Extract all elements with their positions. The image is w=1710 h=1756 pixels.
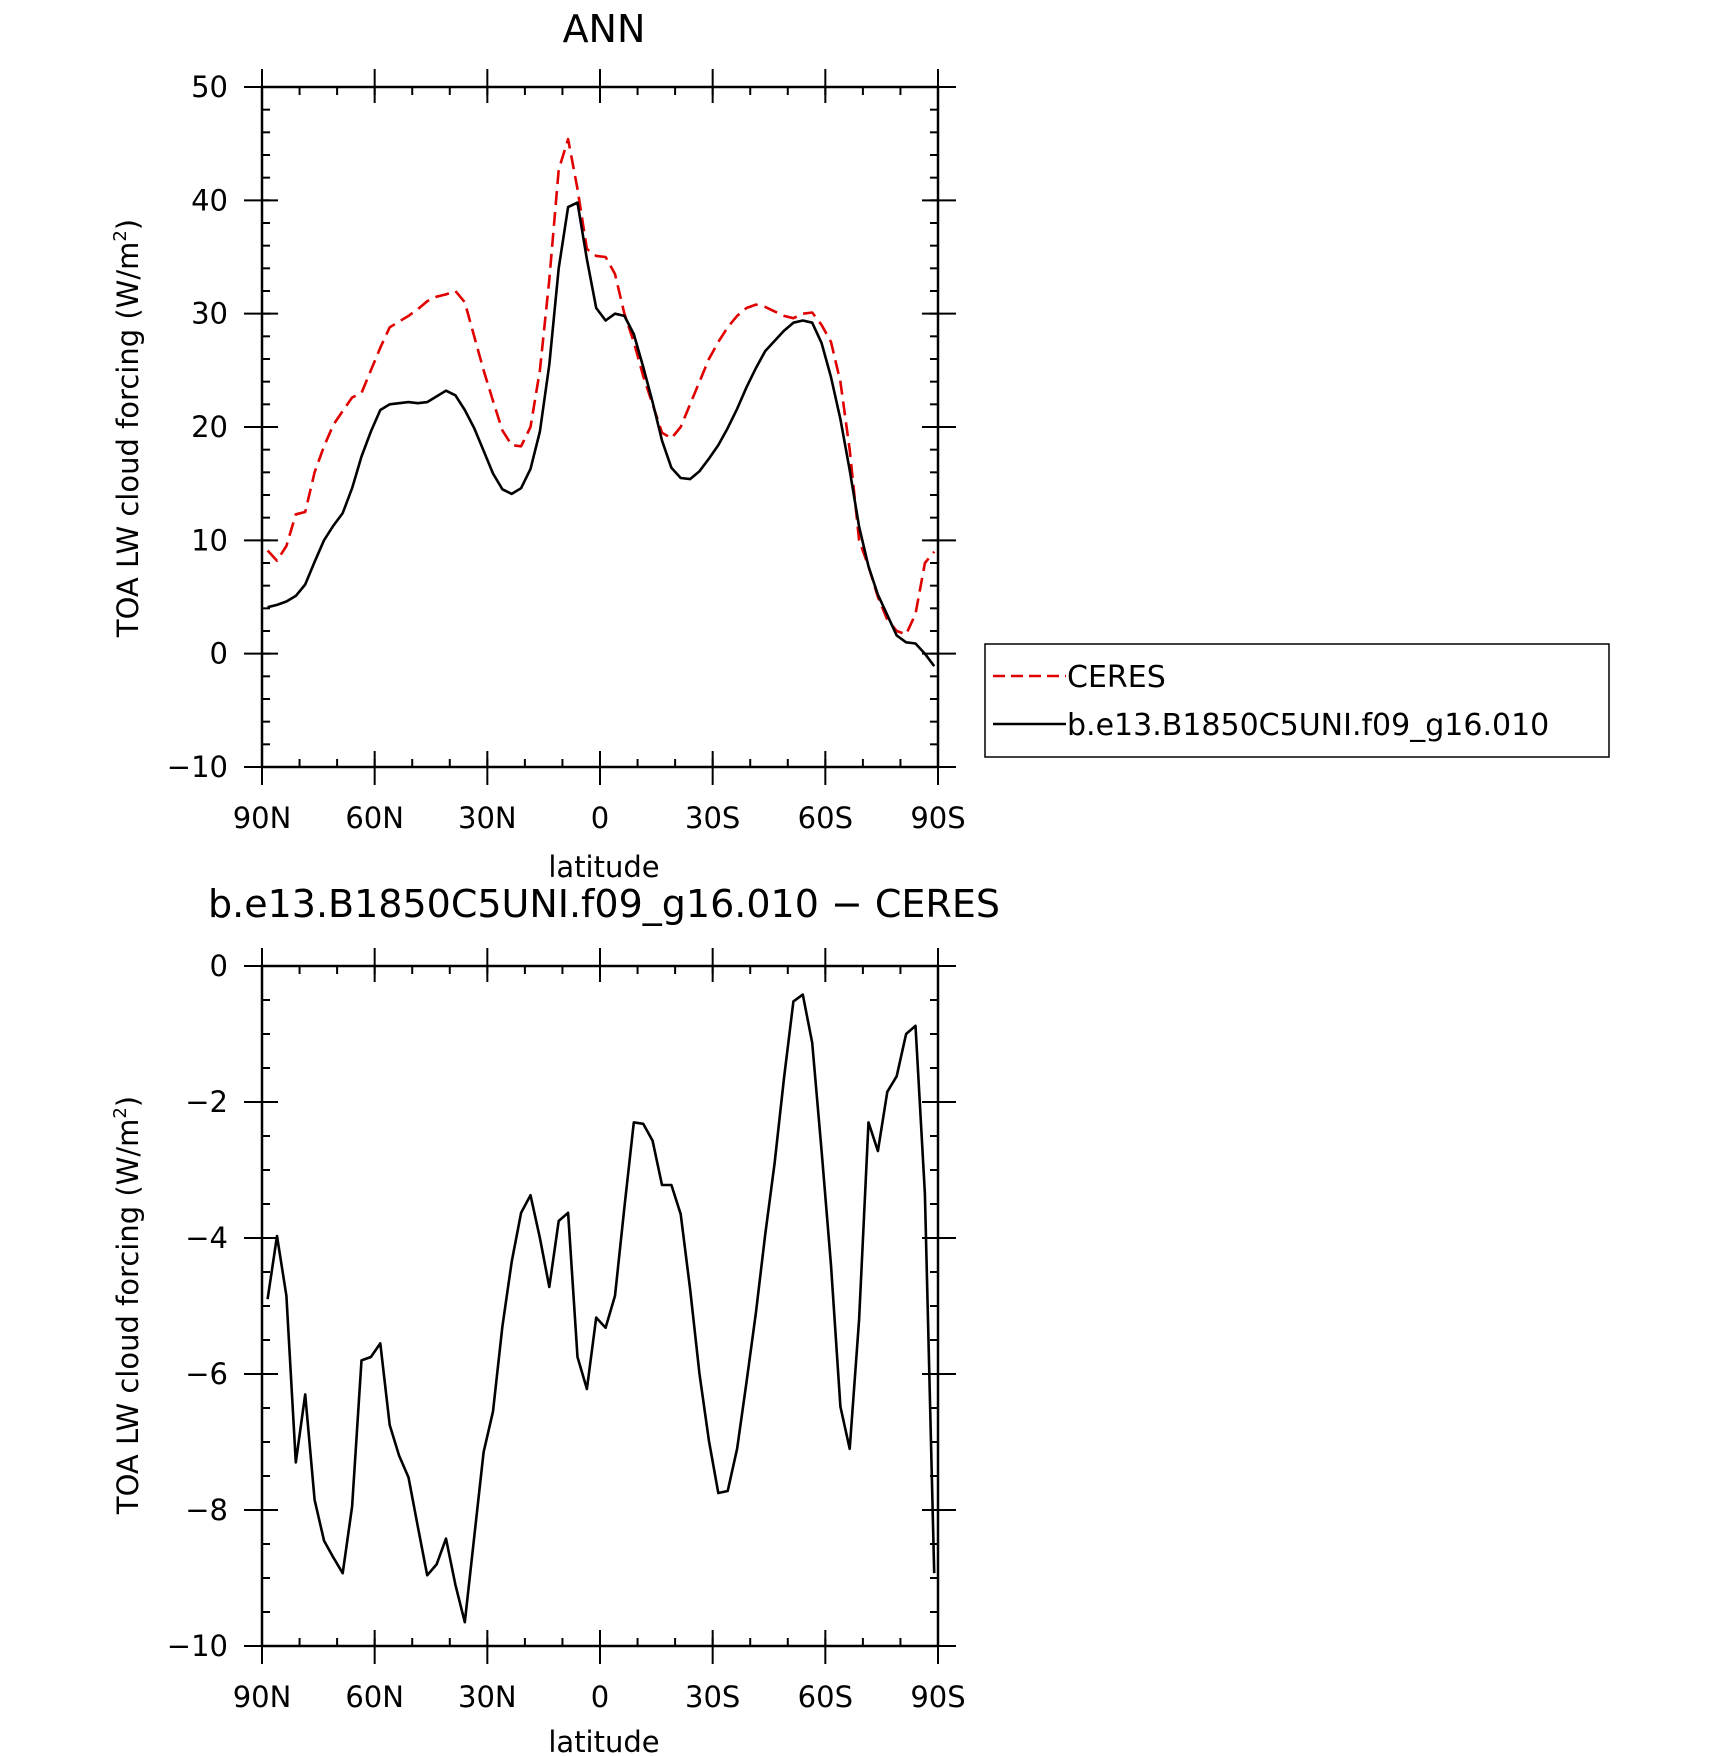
plot-area-difference: −10 −8 −6 −4 −2 0 90N 60N 30N 0 30S 60S 90S bbox=[167, 948, 966, 1714]
chart-title-difference: b.e13.B1850C5UNI.f09_g16.010 − CERES bbox=[208, 882, 1000, 926]
y-tick-label: 0 bbox=[210, 949, 228, 983]
y-tick-label: 10 bbox=[191, 523, 228, 557]
chart-difference: b.e13.B1850C5UNI.f09_g16.010 − CERES −10… bbox=[110, 882, 1000, 1756]
x-tick-label: 0 bbox=[591, 1680, 609, 1714]
y-tick-label: 20 bbox=[191, 410, 228, 444]
x-tick-label: 30S bbox=[685, 1680, 740, 1714]
y-axis-label-ann: TOA LW cloud forcing (W/m2) bbox=[110, 219, 145, 638]
y-axis-label-difference: TOA LW cloud forcing (W/m2) bbox=[110, 1096, 145, 1515]
chart-title-ann: ANN bbox=[563, 7, 646, 51]
y-tick-label: −2 bbox=[185, 1085, 228, 1119]
x-tick-label: 90S bbox=[910, 1680, 965, 1714]
plot-frame bbox=[260, 85, 940, 769]
y-tick-label: −10 bbox=[167, 1629, 228, 1663]
y-tick-label: −10 bbox=[167, 750, 228, 784]
y-tick-label: 30 bbox=[191, 297, 228, 331]
y-tick-label: 40 bbox=[191, 183, 228, 217]
y-tick-label: −6 bbox=[185, 1357, 228, 1391]
series-line-b-e13-b1850c5uni-f09-g16-010 bbox=[267, 201, 936, 667]
plot-area-ann: −10 0 10 20 30 40 50 90N 60N 30N 0 30S 60S 90S bbox=[167, 69, 966, 835]
x-tick-label: 60N bbox=[345, 1680, 404, 1714]
series-line-difference bbox=[266, 993, 936, 1624]
y-tick-label: −8 bbox=[185, 1493, 228, 1527]
x-tick-label: 90N bbox=[233, 1680, 292, 1714]
x-tick-label: 90N bbox=[233, 801, 292, 835]
legend-label-ceres: CERES bbox=[1067, 660, 1166, 695]
series-line-ceres bbox=[266, 137, 936, 636]
x-tick-label: 30S bbox=[685, 801, 740, 835]
x-tick-label: 60S bbox=[798, 1680, 853, 1714]
x-tick-label: 0 bbox=[591, 801, 609, 835]
plot-frame bbox=[260, 964, 940, 1648]
x-axis-label-ann: latitude bbox=[548, 850, 659, 884]
x-tick-label: 60N bbox=[345, 801, 404, 835]
chart-ann: ANN −10 0 10 20 30 40 50 90N 60N 30N 0 30S 60S 90S la… bbox=[110, 7, 966, 884]
x-tick-label: 30N bbox=[458, 1680, 517, 1714]
y-tick-label: −4 bbox=[185, 1221, 228, 1255]
legend: CERES b.e13.B1850C5UNI.f09_g16.010 bbox=[984, 643, 1610, 758]
axis-ticks bbox=[244, 69, 956, 785]
x-axis-label-difference: latitude bbox=[548, 1725, 659, 1756]
x-tick-label: 30N bbox=[458, 801, 517, 835]
y-tick-label: 0 bbox=[210, 637, 228, 671]
y-tick-label: 50 bbox=[191, 70, 228, 104]
x-tick-label: 90S bbox=[910, 801, 965, 835]
axis-ticks bbox=[244, 948, 956, 1664]
legend-label-model: b.e13.B1850C5UNI.f09_g16.010 bbox=[1067, 708, 1549, 743]
x-tick-label: 60S bbox=[798, 801, 853, 835]
